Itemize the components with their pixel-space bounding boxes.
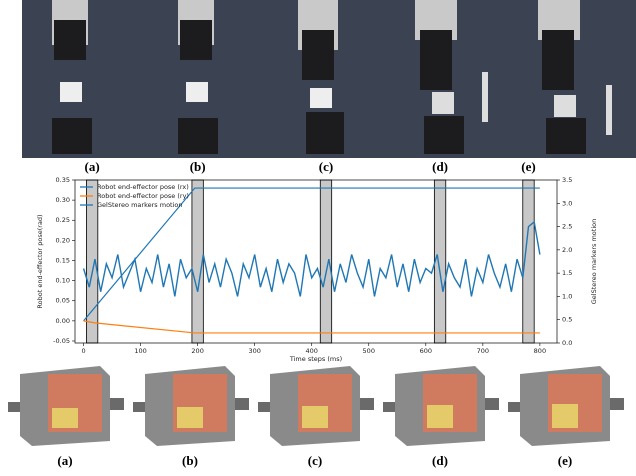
x-tick-label: 700 — [477, 347, 489, 355]
y2-tick-label: 1.0 — [562, 292, 572, 300]
contact-markers — [302, 406, 328, 428]
highlight-label: (b) — [190, 159, 206, 174]
x-tick-label: 800 — [534, 347, 546, 355]
y-tick-label: 0.25 — [56, 216, 70, 224]
y-tick-label: 0.05 — [56, 297, 70, 305]
legend-label: GelStereo markers motion — [97, 201, 183, 209]
series-line — [84, 222, 540, 297]
y2-tick-label: 2.0 — [562, 246, 572, 254]
housing-port — [235, 398, 249, 410]
highlight-region — [434, 180, 445, 343]
page: {"chart_data": {"type": "line", "xlabel"… — [0, 0, 636, 472]
y2-tick-label: 1.5 — [562, 269, 572, 277]
series-line — [84, 321, 540, 333]
y-tick-label: 0.20 — [56, 236, 70, 244]
highlight-label: (e) — [521, 159, 535, 174]
highlight-label: (c) — [319, 159, 333, 174]
contact-markers — [427, 405, 453, 428]
photo-strip — [22, 0, 636, 158]
highlight-label: (d) — [432, 159, 448, 174]
housing-port — [383, 402, 395, 412]
contact-markers — [177, 407, 203, 428]
x-tick-label: 200 — [191, 347, 203, 355]
contact-markers — [52, 408, 78, 428]
x-tick-label: 0 — [81, 347, 85, 355]
highlight-region — [320, 180, 331, 343]
rendering-strip: (a) (b) (c) (d) (e) — [8, 366, 624, 468]
y2-axis-title: GelStereo markers motion — [590, 219, 598, 305]
figure: (a) (b) (c) (d) (e) (a) (b) (c) (d) (e) 0 100 200 30… — [0, 0, 636, 472]
housing-port — [133, 402, 145, 412]
highlight-label: (a) — [85, 159, 100, 174]
housing-port — [508, 402, 520, 412]
x-tick-label: 100 — [134, 347, 146, 355]
housing-port — [110, 398, 124, 410]
legend-label: Robot end-effector pose (rx) — [97, 183, 189, 191]
housing-port — [8, 402, 20, 412]
y2-tick-label: 3.5 — [562, 176, 572, 184]
rendering-label: (b) — [182, 453, 198, 468]
x-axis-title: Time steps (ms) — [289, 355, 342, 363]
housing-port — [485, 398, 499, 410]
y2-tick-label: 0.0 — [562, 339, 572, 347]
y-tick-label: 0.10 — [56, 277, 70, 285]
y-tick-label: -0.05 — [53, 337, 70, 345]
y-tick-label: 0.30 — [56, 196, 70, 204]
housing-port — [360, 398, 374, 410]
rendering-label: (a) — [57, 453, 72, 468]
y2-tick-label: 2.5 — [562, 223, 572, 231]
y2-tick-label: 0.5 — [562, 316, 572, 324]
housing-port — [610, 398, 624, 410]
y-tick-label: 0.00 — [56, 317, 70, 325]
housing-port — [258, 402, 270, 412]
y-tick-label: 0.15 — [56, 256, 70, 264]
y2-tick-label: 3.0 — [562, 199, 572, 207]
legend-label: Robot end-effector pose (ry) — [97, 192, 189, 200]
x-tick-label: 500 — [363, 347, 375, 355]
y-axis-title: Robot end-effector pose(rad) — [36, 214, 44, 308]
x-tick-label: 300 — [248, 347, 260, 355]
y-tick-label: 0.35 — [56, 176, 70, 184]
x-tick-label: 600 — [420, 347, 432, 355]
rendering-label: (c) — [308, 453, 322, 468]
rendering-label: (d) — [432, 453, 448, 468]
contact-markers — [552, 404, 578, 428]
rendering-label: (e) — [558, 453, 572, 468]
x-tick-label: 400 — [306, 347, 318, 355]
